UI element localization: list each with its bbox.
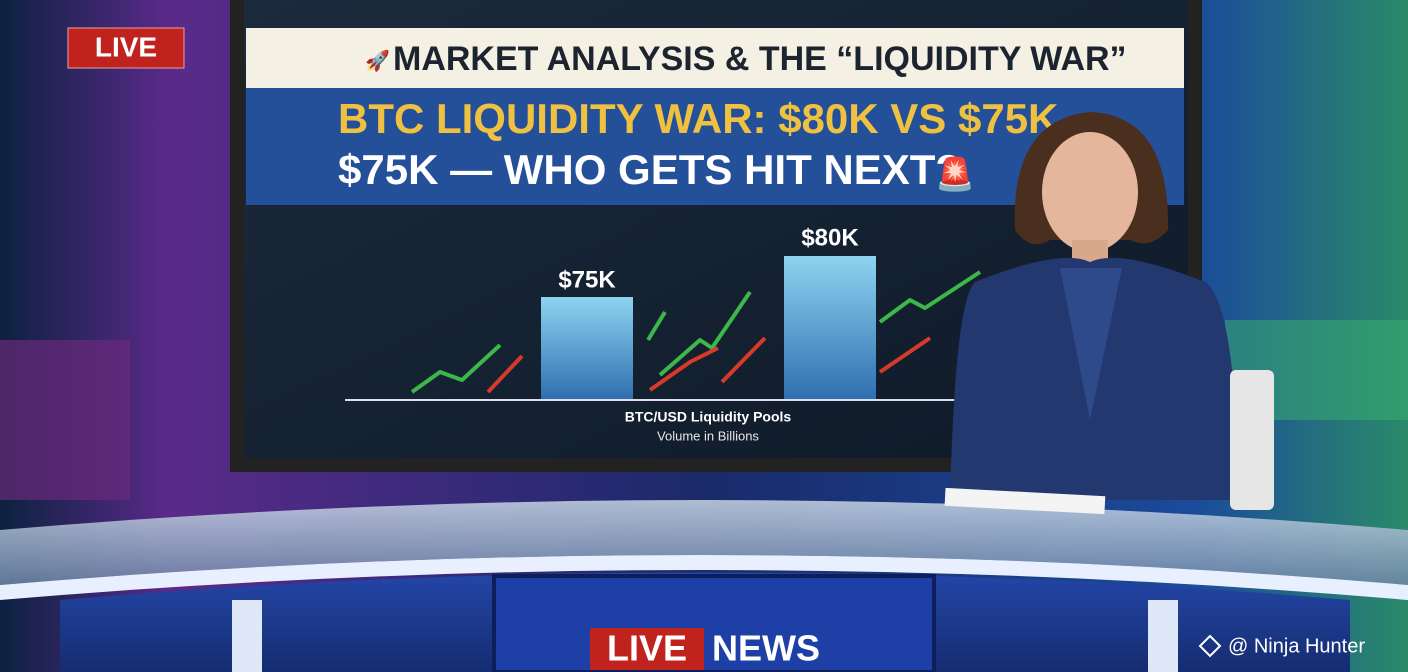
watermark-icon	[1198, 634, 1222, 658]
desk-top	[0, 500, 1408, 585]
chart-caption: BTC/USD Liquidity Pools	[625, 409, 792, 425]
bar-label: $75K	[558, 266, 616, 293]
live-badge	[67, 27, 185, 69]
bar	[541, 297, 633, 399]
papers	[944, 487, 1106, 515]
bar-label: $80K	[801, 224, 859, 251]
logo-live-box	[590, 628, 704, 670]
desk-screen	[492, 574, 936, 672]
headline-line: BTC LIQUIDITY WAR: $80K VS $75K	[338, 95, 1058, 142]
watermark: @ Ninja Hunter	[1228, 635, 1365, 657]
rocket-icon: 🚀	[365, 49, 390, 73]
live-badge-text: LIVE	[95, 31, 157, 62]
news-anchor	[950, 112, 1274, 510]
desk-light	[1148, 600, 1178, 672]
banner-title: MARKET ANALYSIS & THE “LIQUIDITY WAR”	[393, 40, 1127, 78]
logo-live: LIVE	[607, 628, 687, 669]
side-panel	[0, 340, 130, 500]
banner	[246, 28, 1184, 88]
siren-icon: 🚨	[935, 155, 975, 193]
logo-news: NEWS	[712, 628, 820, 669]
chart-subcaption: Volume in Billions	[657, 428, 759, 443]
desk-light	[232, 600, 262, 672]
trend-arrows	[410, 270, 982, 394]
headline-line: $75K — WHO GETS HIT NEXT?	[338, 146, 961, 193]
desk-edge-light	[0, 555, 1408, 600]
bar	[784, 256, 876, 399]
